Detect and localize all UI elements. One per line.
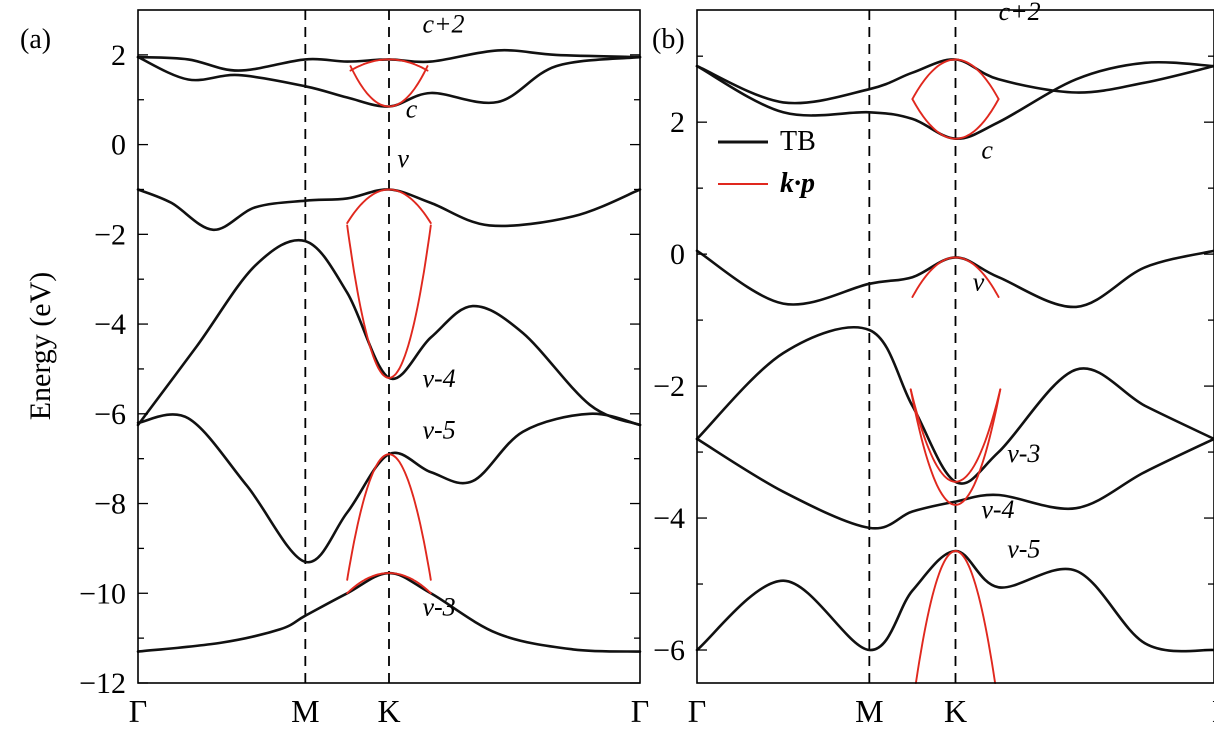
x-tick-label-γ: Γ: [1212, 693, 1214, 729]
kp-band-3: [911, 256, 1000, 298]
kp-band-4: [346, 224, 432, 379]
x-tick-label-k: K: [944, 693, 967, 729]
band-label: v: [397, 144, 409, 173]
band-label: c: [981, 135, 993, 164]
tb-band-4: [695, 325, 1214, 485]
tb-band-2: [136, 48, 642, 72]
kp-band-4: [909, 388, 1002, 483]
y-tick-label: 0: [111, 129, 126, 162]
tb-band-3: [695, 249, 1214, 309]
y-tick-label: −2: [94, 218, 126, 251]
y-tick-label: −8: [94, 488, 126, 521]
x-tick-label-γ: Γ: [631, 693, 650, 729]
kp-band-2: [349, 65, 429, 108]
kp-band-3: [346, 188, 432, 225]
band-label: c+2: [999, 0, 1041, 26]
band-label: v-5: [1007, 535, 1040, 564]
y-tick-label: −2: [653, 370, 685, 403]
y-tick-label: −4: [653, 502, 685, 535]
x-tick-label-k: K: [377, 693, 400, 729]
kp-band-1: [911, 58, 1000, 101]
axis-frame: [696, 9, 1214, 684]
band-label: v: [973, 267, 985, 296]
tb-band-5: [136, 412, 642, 564]
tb-band-4: [136, 238, 642, 427]
y-tick-label: 2: [670, 106, 685, 139]
y-tick-label: −10: [79, 577, 126, 610]
panel-label: (a): [20, 24, 51, 55]
band-label: c+2: [422, 9, 464, 38]
kp-band-2: [911, 98, 1000, 140]
kp-band-5: [346, 453, 432, 581]
x-tick-label-γ: Γ: [129, 693, 148, 729]
band-label: v-3: [1007, 439, 1040, 468]
y-tick-label: −6: [94, 398, 126, 431]
y-tick-label: 0: [670, 238, 685, 271]
y-tick-label: −4: [94, 308, 126, 341]
tb-band-3: [136, 188, 642, 232]
legend: TB k·p: [718, 126, 816, 199]
tb-band-6: [136, 571, 642, 653]
y-axis-label: Energy (eV): [24, 272, 57, 421]
band-label: v-3: [422, 593, 455, 622]
panel-label: (b): [652, 24, 685, 55]
y-tick-label: 2: [111, 39, 126, 72]
band-label: c: [406, 95, 418, 124]
tb-band-6: [695, 549, 1214, 653]
y-tick-label: −6: [653, 634, 685, 667]
tb-band-5: [695, 437, 1214, 530]
x-tick-label-γ: Γ: [688, 693, 707, 729]
band-label: v-4: [981, 495, 1014, 524]
x-tick-label-m: M: [855, 693, 883, 729]
kp-band-6: [346, 572, 432, 595]
x-tick-label-m: M: [291, 693, 319, 729]
axis-frame: [137, 9, 641, 684]
legend-label-kp: k·p: [780, 168, 815, 199]
legend-label-tb: TB: [780, 126, 816, 157]
kp-band-6: [914, 550, 997, 684]
band-label: v-5: [422, 415, 455, 444]
y-tick-label: −12: [79, 667, 126, 700]
kp-band-5: [909, 388, 1002, 506]
band-label: v-4: [422, 364, 455, 393]
tb-band-1: [136, 55, 642, 108]
kp-band-1: [349, 58, 429, 72]
